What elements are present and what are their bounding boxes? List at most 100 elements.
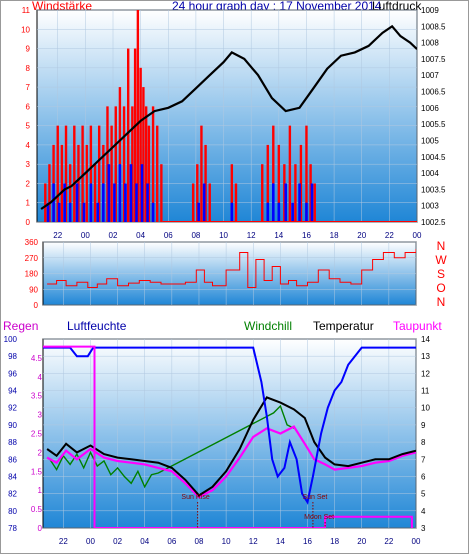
- time-tick-label: 06: [167, 537, 176, 546]
- humidity-tick-label: 86: [8, 455, 17, 464]
- humidity-tick-label: 82: [8, 490, 17, 499]
- wind-speed-bar: [60, 144, 64, 222]
- time-tick-label: 00: [412, 537, 421, 546]
- wind-low-bar: [266, 202, 270, 222]
- temperature-tick-label: 13: [421, 352, 430, 361]
- wind-speed-bar: [133, 48, 137, 222]
- rain-axis: 0 0.5 1 1.5 2 2.5 3 3.5 4 4.5: [31, 354, 43, 533]
- wind-speed-bar: [196, 164, 199, 222]
- rain-tick-label: 3: [38, 411, 43, 420]
- time-tick-label: 02: [109, 231, 118, 240]
- humidity-tick-label: 100: [4, 335, 18, 344]
- temp-humidity-grid: [43, 338, 417, 529]
- time-tick-label: 16: [302, 231, 311, 240]
- wind-bars: [44, 10, 417, 222]
- windchill-label: Windchill: [244, 319, 292, 333]
- time-tick-label: 08: [191, 231, 200, 240]
- direction-tick-label: 270: [25, 254, 39, 263]
- rain-tick-label: 1.5: [31, 467, 43, 476]
- time-tick-label: 04: [140, 537, 149, 546]
- time-tick-label: 22: [53, 231, 62, 240]
- wind-speed-bar: [81, 125, 84, 222]
- temp-humidity-lines: [43, 345, 416, 528]
- wind-low-bar: [46, 202, 50, 222]
- humidity-line: [43, 346, 416, 505]
- wind-low-bar: [277, 202, 281, 222]
- wind-speed-tick-label: 1: [26, 199, 31, 208]
- wind-low-bar: [124, 183, 127, 222]
- sun-moon-events: Sun Rise Sun Set Moon Set: [181, 494, 334, 528]
- compass-letter: W: [435, 253, 447, 267]
- pressure-tick-label: 1008.5: [421, 22, 446, 31]
- wind-low-bar: [63, 183, 66, 222]
- wind-speed-bar: [234, 183, 238, 222]
- time-tick-label: 04: [136, 231, 145, 240]
- wind-speed-bar: [44, 183, 47, 222]
- time-tick-label: 00: [86, 537, 95, 546]
- regen-label: Regen: [3, 319, 38, 333]
- pressure-tick-label: 1003: [421, 202, 439, 211]
- wind-low-bar: [89, 183, 93, 222]
- direction-tick-label: 90: [29, 285, 38, 294]
- humidity-axis: 78 80 82 84 86 88 90 92 94 96 98 100: [4, 335, 18, 533]
- wind-speed-bar: [283, 164, 286, 222]
- wind-time-axis: 22 00 02 04 06 08 10 12 14 16 18 20 22 00: [53, 231, 422, 240]
- wind-low-bar: [82, 202, 86, 222]
- temperature-tick-label: 6: [421, 472, 426, 481]
- wind-speed-bar: [64, 125, 68, 222]
- time-tick-label: 20: [357, 537, 366, 546]
- wind-direction-line-group: [47, 249, 416, 288]
- rain-tick-label: 4.5: [31, 354, 43, 363]
- rain-tick-label: 1: [38, 486, 43, 495]
- temperature-axis: 3 4 5 6 7 8 9 10 11 12 13 14: [421, 335, 430, 533]
- time-tick-label: 10: [219, 231, 228, 240]
- wind-low-bar: [284, 183, 288, 222]
- rain-tick-label: 2.5: [31, 430, 43, 439]
- compass-letter: S: [437, 267, 445, 281]
- wind-low-bar: [57, 202, 61, 222]
- wind-speed-bar: [261, 164, 264, 222]
- wind-speed-bar: [48, 164, 51, 222]
- wind-speed-tick-label: 6: [26, 102, 31, 111]
- wind-speed-bar: [136, 10, 140, 222]
- sun-rise-label: Sun Rise: [181, 494, 210, 501]
- pressure-tick-label: 1004: [421, 169, 439, 178]
- wind-low-bar: [52, 183, 55, 222]
- wind-speed-axis: 0 1 2 3 4 5 6 7 8 9 10 11: [21, 6, 30, 227]
- time-tick-label: 20: [357, 231, 366, 240]
- temperature-tick-label: 10: [421, 404, 430, 413]
- wind-speed-bar: [288, 125, 292, 222]
- compass-letter: N: [437, 239, 446, 253]
- wind-speed-bar: [114, 106, 117, 222]
- wind-speed-bar: [266, 144, 269, 222]
- pressure-tick-label: 1005: [421, 136, 439, 145]
- wind-low-bar: [140, 164, 144, 222]
- wind-speed-bar: [139, 67, 142, 222]
- wind-speed-bar: [294, 164, 297, 222]
- temp-humidity-panel: Sun Rise Sun Set Moon Set 0 0.5 1 1.5 2 2.5 3 3.5…: [4, 335, 431, 546]
- temperature-tick-label: 14: [421, 335, 430, 344]
- wind-speed-tick-label: 5: [26, 122, 31, 131]
- time-tick-label: 16: [303, 537, 312, 546]
- wind-speed-tick-label: 3: [26, 160, 31, 169]
- pressure-line: [40, 24, 417, 210]
- wind-speed-bar: [299, 144, 303, 222]
- wind-low-bar: [202, 183, 206, 222]
- wind-speed-bar: [142, 87, 145, 222]
- compass-letter: N: [437, 295, 446, 309]
- temp-humidity-plot-area: [42, 338, 417, 529]
- humidity-tick-label: 90: [8, 421, 17, 430]
- humidity-tick-label: 88: [8, 438, 17, 447]
- pressure-tick-label: 1003.5: [421, 185, 446, 194]
- temperature-tick-label: 3: [421, 524, 426, 533]
- windchill-line: [49, 404, 295, 489]
- pressure-line-group: [40, 24, 417, 210]
- wind-low-bar: [75, 183, 79, 222]
- wind-low-bar: [96, 202, 100, 222]
- taupunkt-label: Taupunkt: [393, 319, 442, 333]
- wind-speed-bar: [204, 144, 207, 222]
- temperature-tick-label: 5: [421, 490, 426, 499]
- wind-speed-tick-label: 11: [22, 6, 31, 15]
- wind-speed-bar: [85, 144, 88, 222]
